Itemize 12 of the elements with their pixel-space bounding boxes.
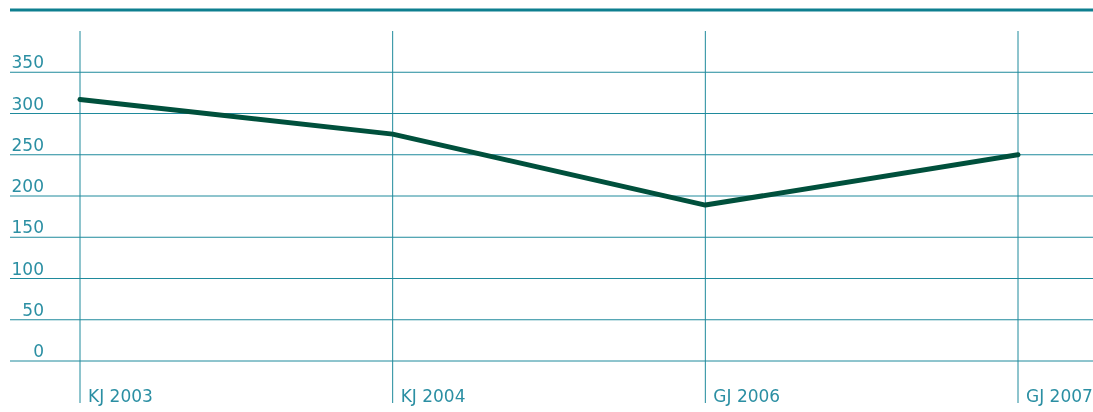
y-tick-label: 100 <box>11 258 44 279</box>
y-tick-label: 200 <box>11 176 44 196</box>
y-tick-label: 50 <box>22 299 44 320</box>
y-tick-label: 350 <box>11 52 44 73</box>
x-tick-label: KJ 2004 <box>400 386 466 406</box>
y-tick-label: 150 <box>11 217 44 238</box>
x-tick-label: GJ 2007 <box>1026 386 1093 406</box>
x-tick-label: KJ 2003 <box>88 386 153 406</box>
y-tick-label: 300 <box>11 93 44 114</box>
x-tick-label: GJ 2006 <box>713 386 781 406</box>
y-tick-label: 0 <box>33 341 44 361</box>
y-tick-label: 250 <box>11 134 44 155</box>
